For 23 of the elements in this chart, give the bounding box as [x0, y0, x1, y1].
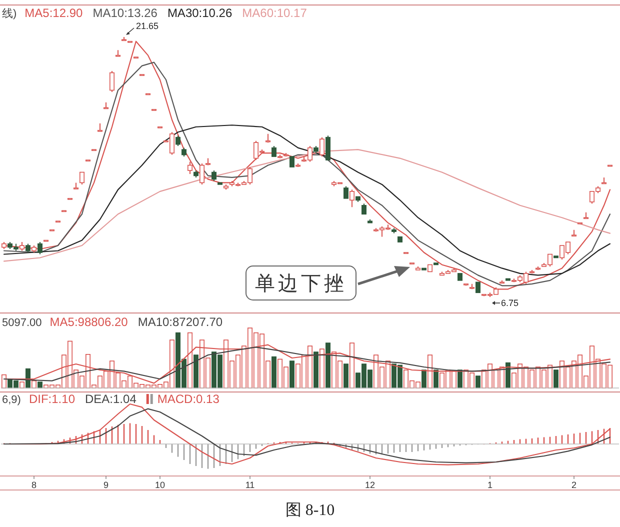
text: MA5:12.90 [24, 6, 84, 20]
series-label: DEA:1.04 [85, 392, 137, 406]
x-tick-label: 1 [487, 480, 493, 490]
caption: 图 8-10 [285, 502, 335, 519]
legend-label: MACD:0.13 [157, 392, 220, 406]
text: 21.65 [136, 21, 159, 31]
text: MA5:98806.20 [50, 315, 128, 329]
annotation: 单边下挫 [255, 273, 347, 295]
x-tick-label: 2 [571, 480, 577, 490]
annotation: 5097.00 [2, 317, 42, 329]
x-tick-label: 8 [31, 480, 37, 490]
x-tick-label: 11 [245, 480, 255, 490]
series-label: MA10:87207.70 [138, 315, 223, 329]
text: 6.75 [501, 298, 519, 308]
text: MA30:10.26 [167, 6, 232, 20]
text: 线) [2, 7, 17, 20]
annotation: 6,9) [2, 394, 21, 406]
text: MA10:13.26 [92, 6, 158, 20]
x-tick-label: 10 [154, 480, 166, 490]
x-tick-label: 9 [103, 480, 109, 490]
text: DIF:1.10 [28, 392, 76, 406]
text: MA60:10.17 [242, 6, 308, 20]
x-tick-label: 12 [364, 480, 376, 490]
